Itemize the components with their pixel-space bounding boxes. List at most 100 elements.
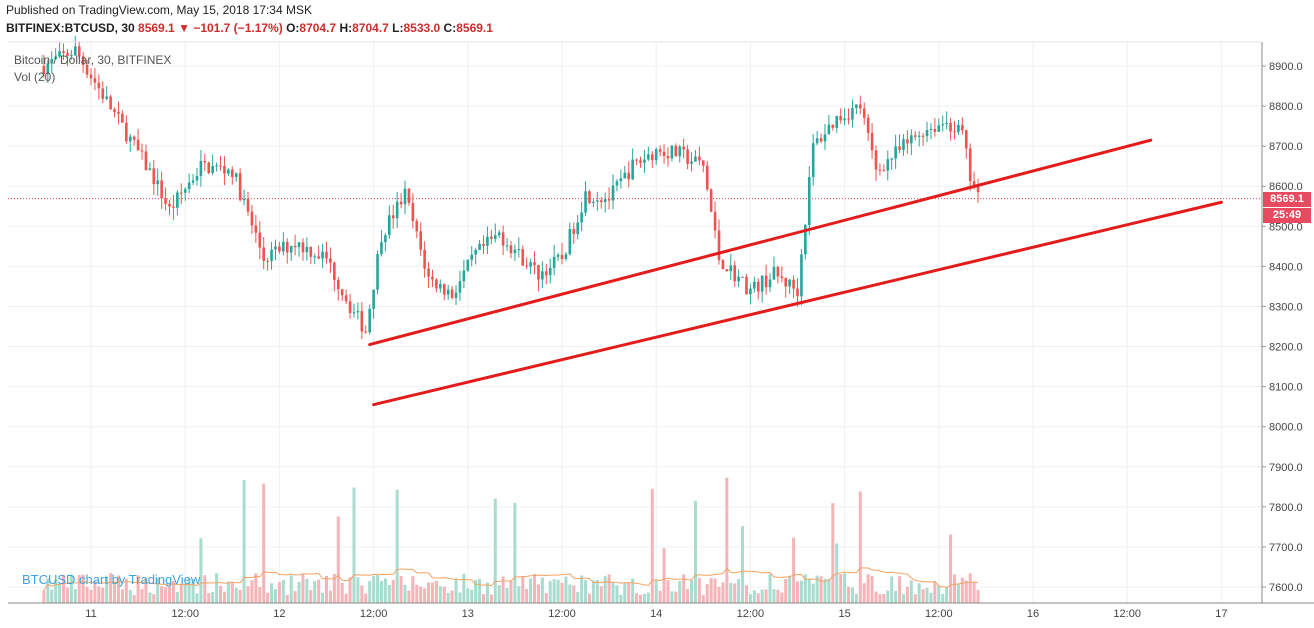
candle-body (968, 148, 972, 182)
volume-bar (54, 579, 58, 603)
candle-body (521, 249, 525, 266)
volume-bar (470, 589, 474, 603)
volume-bar (321, 592, 325, 603)
volume-bar (427, 582, 431, 603)
volume-bar (466, 588, 470, 603)
candle-body (490, 236, 493, 239)
volume-bar (556, 579, 560, 603)
volume-bar (536, 584, 540, 603)
candle-body (976, 186, 980, 193)
volume-bar (933, 581, 937, 603)
candle-body (705, 165, 709, 190)
volume-bar (862, 583, 866, 603)
candle-body (74, 46, 77, 56)
volume-bar (713, 578, 717, 603)
x-tick-label: 15 (838, 608, 850, 620)
volume-bar (336, 516, 340, 603)
volume-bar (913, 594, 917, 603)
x-tick-label: 12:00 (171, 608, 199, 620)
candle-body (376, 254, 379, 290)
volume-bar (419, 586, 423, 603)
volume-bar (277, 582, 281, 603)
candle-body (289, 245, 293, 253)
volume-bar (937, 585, 941, 603)
candle-body (745, 276, 748, 295)
candle-body (274, 246, 277, 250)
volume-bar (756, 593, 760, 603)
volume-bar (847, 586, 851, 603)
volume-bar (356, 577, 360, 603)
volume-bar (701, 594, 705, 603)
volume-bar (97, 586, 101, 603)
volume-bar (187, 578, 191, 603)
candle-body (568, 229, 572, 255)
candle-body (627, 172, 631, 180)
candle-body (482, 243, 485, 246)
y-tick-label: 8300.0 (1269, 301, 1303, 313)
volume-bar (250, 580, 254, 603)
candle-body (66, 52, 69, 57)
candle-body (478, 243, 481, 250)
candle-body (470, 254, 474, 260)
volume-bar (717, 586, 721, 603)
tradingview-watermark[interactable]: BTCUSD chart by TradingView (22, 572, 201, 587)
candle-body (694, 156, 697, 162)
candle-body (611, 185, 615, 201)
candle-body (486, 236, 489, 246)
volume-bar (254, 573, 258, 603)
volume-bar (442, 586, 446, 603)
candle-body (411, 203, 415, 222)
volume-bar (909, 580, 913, 603)
volume-bar (839, 574, 843, 603)
volume-bar (297, 581, 301, 603)
volume-bar (662, 548, 666, 603)
candle-body (949, 123, 952, 132)
volume-bar (493, 498, 497, 603)
y-tick-label: 8700.0 (1269, 141, 1303, 153)
volume-bar (850, 587, 854, 603)
candle-body (784, 277, 788, 287)
candle-body (497, 232, 501, 236)
candle-body (855, 104, 858, 109)
candle-body (662, 151, 666, 156)
volume-bar (752, 590, 756, 603)
candle-body (737, 276, 740, 282)
volume-bar (780, 592, 784, 603)
volume-bar (69, 574, 73, 603)
volume-bar (407, 590, 411, 603)
volume-bar (387, 584, 391, 603)
candle-body (921, 135, 925, 137)
x-tick-label: 12:00 (1113, 608, 1141, 620)
candle-body (466, 259, 470, 271)
candle-body (262, 247, 265, 261)
candle-body (870, 132, 874, 151)
y-tick-label: 7600.0 (1269, 582, 1303, 594)
change-value: −101.7 (−1.17%) (193, 21, 283, 35)
volume-bar (690, 580, 694, 603)
candle-body (128, 136, 132, 142)
candle-body (843, 118, 846, 121)
volume-bar (646, 592, 650, 603)
candle-body (917, 135, 921, 137)
candle-body (815, 138, 819, 144)
volume-bar (58, 583, 62, 603)
volume-bar (658, 590, 662, 603)
volume-bar (270, 583, 274, 603)
volume-bar (222, 591, 226, 603)
volume-bar (62, 574, 66, 603)
volume-bar (639, 594, 642, 603)
candle-body (85, 64, 89, 75)
candle-body (937, 125, 941, 132)
volume-bar (540, 577, 544, 603)
candle-body (603, 199, 607, 203)
x-tick-label: 12:00 (925, 608, 953, 620)
candle-body (148, 168, 152, 171)
candle-body (654, 149, 658, 161)
candle-body (580, 212, 583, 223)
candle-body (333, 262, 336, 280)
last-price: 8569.1 (138, 21, 175, 35)
volume-bar (325, 575, 328, 603)
candle-body (505, 245, 509, 247)
candle-body (698, 156, 701, 161)
